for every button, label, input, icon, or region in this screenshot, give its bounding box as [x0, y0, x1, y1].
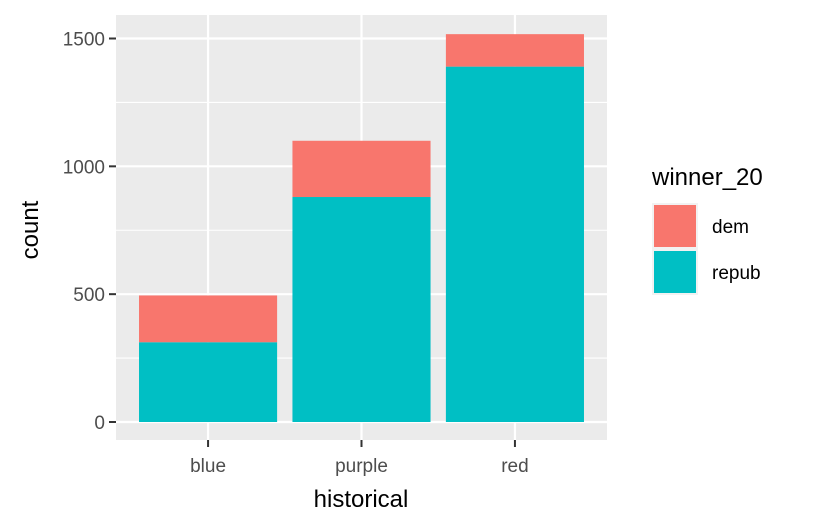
x-axis-title: historical	[314, 486, 409, 513]
bar-blue-dem	[139, 295, 278, 343]
bar-purple-dem	[292, 140, 431, 198]
y-axis: 0 500 1000 1500	[63, 30, 116, 434]
legend: winner_20 dem repub	[651, 164, 763, 295]
y-tick-label: 1500	[63, 30, 105, 51]
y-tick-label: 500	[73, 285, 105, 306]
legend-title: winner_20	[651, 164, 763, 191]
y-axis-title: count	[17, 200, 44, 259]
legend-key-dem	[654, 205, 696, 247]
legend-label-repub: repub	[712, 263, 761, 284]
y-tick-label: 1000	[63, 157, 105, 178]
bar-red-dem	[445, 34, 584, 67]
bar-purple-repub	[292, 197, 431, 422]
bar-red-repub	[445, 66, 584, 422]
x-tick-label: red	[501, 456, 528, 477]
x-axis: blue purple red	[190, 440, 529, 477]
y-tick-label: 0	[94, 413, 105, 434]
x-tick-label: purple	[335, 456, 388, 477]
x-tick-label: blue	[190, 456, 226, 477]
bar-blue-repub	[139, 342, 278, 422]
bars	[139, 34, 584, 422]
legend-label-dem: dem	[712, 217, 749, 238]
legend-key-repub	[654, 251, 696, 293]
